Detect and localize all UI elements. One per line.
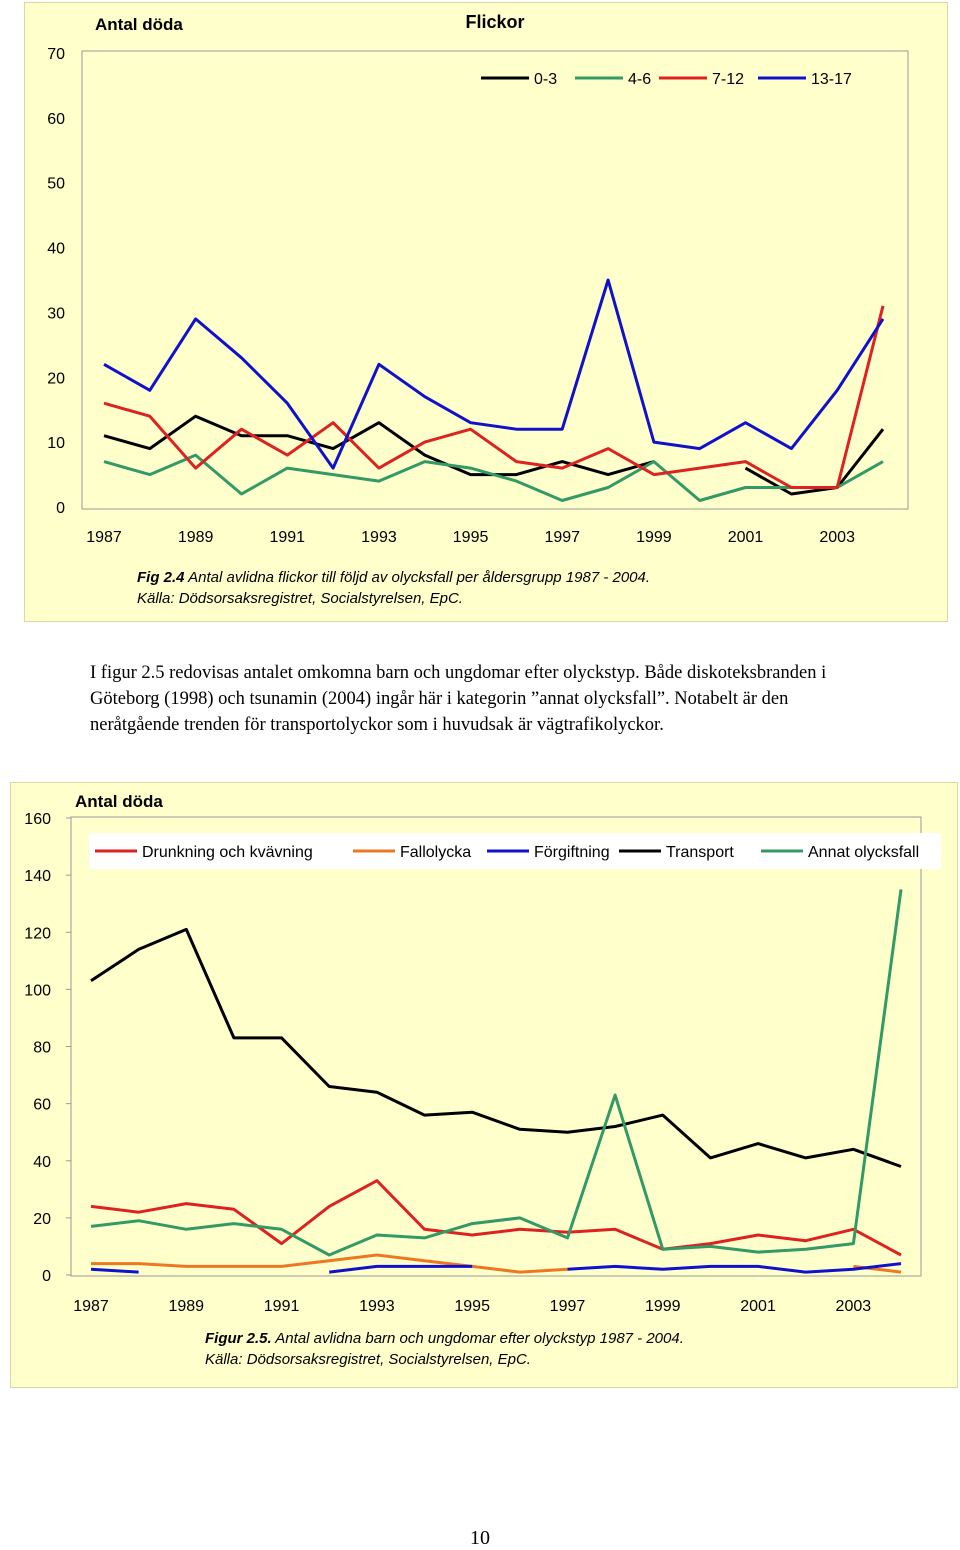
y-tick-label: 10: [47, 435, 65, 452]
legend-label: 0-3: [534, 71, 557, 88]
body-paragraph: I figur 2.5 redovisas antalet omkomna ba…: [90, 663, 827, 735]
x-tick-label: 1987: [86, 529, 122, 546]
series-line-segment: [103, 278, 885, 470]
series-line-segment: [103, 453, 884, 502]
legend-label: 4-6: [628, 71, 651, 88]
figure-2-4-source-text: Källa: Dödsorsaksregistret, Socialstyrel…: [137, 590, 463, 607]
figure-2-5-caption: Figur 2.5. Antal avlidna barn och ungdom…: [205, 1328, 684, 1349]
y-tick-label: 30: [47, 305, 65, 322]
y-tick-label: 80: [33, 1040, 51, 1057]
series-line-segment: [90, 889, 903, 1257]
x-tick-label: 1991: [269, 529, 305, 546]
figure-2-4-label: Fig 2.4: [137, 569, 185, 586]
x-tick-label: 1995: [453, 529, 489, 546]
x-tick-label: 1995: [454, 1298, 490, 1315]
series-line-segment: [567, 1262, 902, 1274]
series-line-segment: [90, 1179, 902, 1257]
legend: Drunkning och kvävning Fallolycka Förgiftn…: [89, 833, 941, 869]
y-tick-label: 0: [56, 500, 65, 517]
figure-2-4-source: Källa: Dödsorsaksregistret, Socialstyrel…: [137, 588, 463, 609]
y-tick-label: 20: [47, 370, 65, 387]
y-axis-label: Antal döda: [95, 15, 183, 34]
y-tick-label: 70: [47, 46, 65, 63]
legend-label: Transport: [666, 844, 734, 861]
x-tick-label: 2001: [728, 529, 764, 546]
series-transport: [90, 927, 902, 1168]
figure-2-5-source: Källa: Dödsorsaksregistret, Socialstyrel…: [205, 1349, 531, 1370]
y-tick-label: 0: [42, 1268, 51, 1285]
figure-2-4-caption: Fig 2.4 Antal avlidna flickor till följd…: [137, 567, 650, 588]
chart-olyckstyp: Antal döda 0 20 40 60 80 100 120 140 160 1987 1989 1…: [24, 792, 941, 1315]
legend-label: Fallolycka: [400, 844, 471, 861]
y-tick-label: 50: [47, 176, 65, 193]
x-tick-label: 1993: [361, 529, 397, 546]
series-förgiftning: [90, 1262, 902, 1274]
series-line-segment: [744, 428, 885, 496]
figure-2-5-source-text: Källa: Dödsorsaksregistret, Socialstyrel…: [205, 1351, 531, 1368]
series-line-segment: [90, 1267, 139, 1274]
y-tick-label: 160: [24, 811, 51, 828]
legend-label: Förgiftning: [534, 844, 610, 861]
y-tick-label: 60: [33, 1097, 51, 1114]
y-tick-label: 100: [24, 982, 51, 999]
legend-label: Annat olycksfall: [808, 844, 919, 861]
series-annat-olycksfall: [90, 889, 903, 1257]
y-tick-label: 120: [24, 925, 51, 942]
x-tick-label: 1989: [178, 529, 214, 546]
series-13-17: [103, 278, 885, 470]
series-line-segment: [103, 305, 885, 489]
legend-label: 13-17: [811, 71, 852, 88]
figure-2-5-text: Antal avlidna barn och ungdomar efter ol…: [271, 1330, 684, 1347]
y-tick-label: 60: [47, 111, 65, 128]
y-tick-label: 140: [24, 868, 51, 885]
series-line-segment: [91, 1253, 568, 1274]
plot-area-frame: [70, 816, 922, 1277]
chart-title: Flickor: [465, 12, 524, 32]
y-tick-label: 40: [33, 1154, 51, 1171]
series-drunkning-och-kvävning: [90, 1179, 902, 1257]
y-tick-label: 20: [33, 1211, 51, 1228]
figure-2-5-panel: Antal döda 0 20 40 60 80 100 120 140 160 1987 1989 1…: [10, 782, 958, 1388]
figure-2-5-label: Figur 2.5.: [205, 1330, 272, 1347]
x-tick-label: 2003: [836, 1298, 872, 1315]
series-4-6: [103, 453, 884, 502]
y-axis-label: Antal döda: [75, 792, 163, 811]
series-0-3: [103, 414, 885, 496]
x-tick-label: 1991: [264, 1298, 300, 1315]
x-tick-label: 1989: [168, 1298, 204, 1315]
chart-flickor: Flickor Antal döda 0 10 20 30 40 50 60 70 1987 1989…: [47, 12, 909, 546]
x-tick-label: 1997: [544, 529, 580, 546]
x-tick-label: 2001: [740, 1298, 776, 1315]
x-tick-label: 1999: [636, 529, 672, 546]
legend-label: 7-12: [712, 71, 744, 88]
series-line-segment: [329, 1264, 473, 1274]
x-tick-label: 1997: [550, 1298, 586, 1315]
series-line-segment: [103, 414, 655, 477]
x-tick-label: 1993: [359, 1298, 395, 1315]
plot-area-frame: [81, 50, 909, 510]
x-tick-label: 1999: [645, 1298, 681, 1315]
series-line-segment: [90, 927, 902, 1168]
legend: 0-3 4-6 7-12 13-17: [481, 71, 852, 88]
legend-label: Drunkning och kvävning: [142, 844, 313, 861]
series-7-12: [103, 305, 885, 489]
figure-2-4-text: Antal avlidna flickor till följd av olyc…: [184, 569, 651, 586]
figure-2-4-panel: Flickor Antal döda 0 10 20 30 40 50 60 70 1987 1989…: [24, 2, 948, 622]
y-tick-label: 40: [47, 241, 65, 258]
x-tick-label: 1987: [73, 1298, 109, 1315]
page-number: 10: [470, 1527, 490, 1549]
x-tick-label: 2003: [819, 529, 855, 546]
